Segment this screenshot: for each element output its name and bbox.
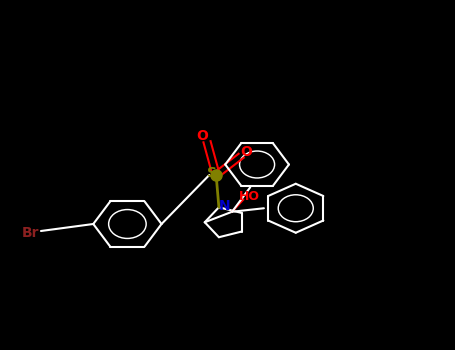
Text: O: O — [197, 130, 208, 144]
Text: N: N — [218, 198, 230, 212]
Text: Br: Br — [22, 226, 40, 240]
Text: HO: HO — [239, 189, 260, 203]
Text: O: O — [241, 145, 253, 159]
Text: S: S — [207, 166, 217, 180]
